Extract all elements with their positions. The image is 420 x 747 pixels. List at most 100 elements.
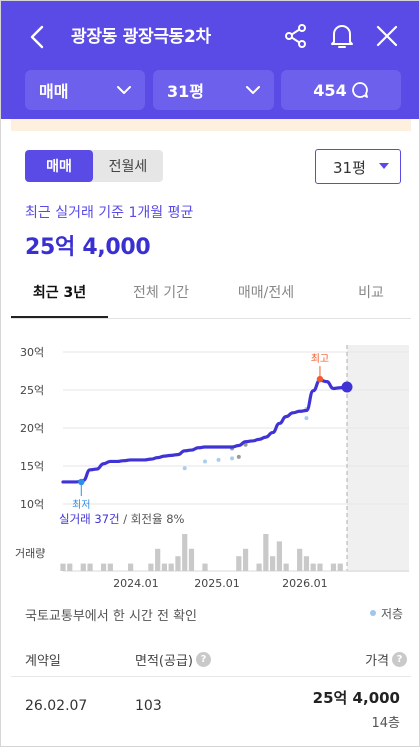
share-button[interactable] xyxy=(281,21,311,51)
volume-bar xyxy=(242,548,249,571)
volume-bar xyxy=(256,563,262,571)
col-area: 면적(공급)? xyxy=(135,650,211,669)
volume-bar xyxy=(202,563,208,571)
volume-bar xyxy=(270,556,276,571)
help-icon[interactable]: ? xyxy=(195,652,211,667)
volume-bar xyxy=(310,563,316,571)
legend-low-floor: 저층 xyxy=(381,607,404,621)
close-button[interactable] xyxy=(372,21,402,51)
col-price-label: 가격 xyxy=(365,654,389,669)
volume-bar xyxy=(337,563,343,571)
trade-type-select[interactable]: 매매 xyxy=(25,70,145,110)
caret-down-icon xyxy=(379,163,389,169)
col-price: 가격? xyxy=(365,650,407,669)
chevron-down-icon xyxy=(246,86,260,94)
current-marker xyxy=(341,381,353,393)
volume-bar xyxy=(87,563,93,571)
speech-bubble-icon xyxy=(351,82,368,98)
transaction-point xyxy=(230,456,235,461)
max-marker xyxy=(316,375,324,383)
trade-toggle: 매매 전월세 xyxy=(25,150,163,182)
tab-recent-3y[interactable]: 최근 3년 xyxy=(32,285,87,301)
volume-bar xyxy=(107,563,113,571)
comments-button[interactable]: 454 xyxy=(281,70,401,110)
volume-bar xyxy=(161,563,168,571)
volume-bar xyxy=(128,563,134,571)
page-title: 광장동 광장극동2차 xyxy=(71,27,211,47)
transaction-point xyxy=(216,457,221,462)
low-floor-dot xyxy=(370,610,376,616)
deal-count: 실거래 37건 / 회전율 8% xyxy=(59,512,185,526)
x-tick-label: 2024.01 xyxy=(113,577,159,590)
volume-bar xyxy=(182,534,188,571)
volume-bar xyxy=(330,563,337,571)
tab-sale-rent[interactable]: 매매/전세 xyxy=(237,285,295,301)
future-area xyxy=(347,345,409,572)
tab-all-period[interactable]: 전체 기간 xyxy=(133,285,189,301)
help-icon[interactable]: ? xyxy=(392,652,407,667)
volume-bar xyxy=(303,556,310,571)
col-date-label: 계약일 xyxy=(25,654,61,669)
app-header: 광장동 광장극동2차 매매 xyxy=(1,1,419,119)
min-label: 최저 xyxy=(72,499,90,511)
volume-bar xyxy=(60,563,66,571)
max-label: 최고 xyxy=(311,353,329,365)
volume-bar xyxy=(67,563,73,571)
row-date: 26.02.07 xyxy=(25,698,88,714)
volume-label: 거래량 xyxy=(15,547,45,560)
y-tick-label: 20억 xyxy=(20,422,44,435)
volume-bar xyxy=(236,556,242,571)
x-tick-label: 2026.01 xyxy=(282,577,328,590)
volume-bar xyxy=(297,548,303,571)
chevron-down-icon xyxy=(117,86,131,94)
comments-count: 454 xyxy=(313,80,347,100)
notice-banner xyxy=(11,119,411,131)
row-floor: 14층 xyxy=(371,716,400,731)
tab-compare[interactable]: 비교 xyxy=(358,285,384,301)
volume-bar xyxy=(283,563,289,571)
col-date: 계약일 xyxy=(25,650,61,669)
price-line xyxy=(61,378,349,484)
average-caption: 최근 실거래 기준 1개월 평균 xyxy=(25,205,194,221)
volume-bar xyxy=(317,563,323,571)
close-icon xyxy=(376,25,398,47)
notification-button[interactable] xyxy=(327,21,357,51)
trade-type-value: 매매 xyxy=(39,82,69,101)
period-tabs: 최근 3년 전체 기간 매매/전세 비교 xyxy=(11,267,411,319)
volume-bar xyxy=(100,563,107,571)
area-select[interactable]: 31평 xyxy=(153,70,274,110)
chevron-left-icon xyxy=(30,25,44,49)
table-header: 계약일 면적(공급)? 가격? xyxy=(11,639,411,677)
share-icon xyxy=(285,24,306,48)
volume-bar xyxy=(148,563,154,571)
y-tick-label: 30억 xyxy=(20,346,44,359)
volume-bar xyxy=(168,563,174,571)
volume-bar xyxy=(80,563,86,571)
back-button[interactable] xyxy=(23,21,51,53)
transaction-point xyxy=(203,459,207,464)
y-tick-label: 25억 xyxy=(20,384,44,397)
toggle-rent[interactable]: 전월세 xyxy=(108,159,148,175)
active-tab-indicator xyxy=(11,316,108,318)
area-dropdown-value: 31평 xyxy=(333,159,366,177)
volume-bar xyxy=(175,556,181,571)
transaction-point xyxy=(304,416,309,421)
volume-bar xyxy=(155,548,161,571)
row-price: 25억 4,000 xyxy=(312,689,400,707)
transaction-point xyxy=(236,454,241,459)
area-dropdown[interactable]: 31평 xyxy=(315,149,401,184)
min-marker xyxy=(78,478,85,486)
area-value: 31평 xyxy=(167,82,204,101)
volume-bar xyxy=(276,541,282,571)
turnover-rate: / 회전율 8% xyxy=(123,512,184,526)
average-price: 25억 4,000 xyxy=(25,235,151,260)
y-tick-label: 10억 xyxy=(20,498,44,511)
row-area: 103 xyxy=(135,698,162,714)
volume-bar xyxy=(188,548,195,571)
col-area-label: 면적(공급) xyxy=(135,654,193,669)
transaction-point xyxy=(182,466,187,471)
x-tick-label: 2025.01 xyxy=(194,577,240,590)
volume-bar xyxy=(263,534,269,571)
toggle-sale[interactable]: 매매 xyxy=(25,150,93,182)
